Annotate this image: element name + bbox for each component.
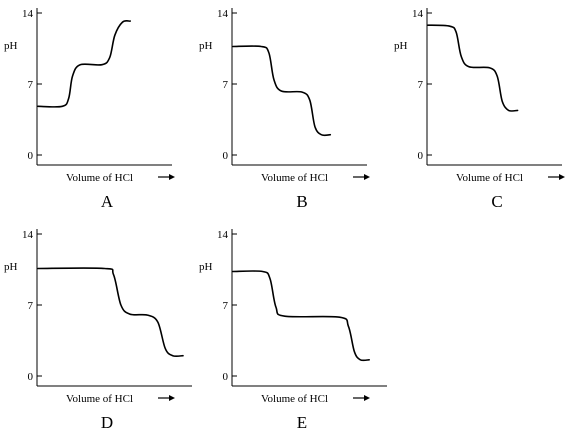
y-tick-label-d-0: 0 — [28, 371, 34, 383]
titration-curve-b — [232, 45, 332, 137]
panel-letter-a: A — [101, 192, 114, 211]
panel-letter-c: C — [491, 192, 502, 211]
y-axis-label-e: pH — [199, 261, 213, 273]
panel-letter-e: E — [297, 413, 307, 432]
y-tick-label-d-14: 14 — [22, 229, 34, 241]
x-axis-label-a: Volume of HCl — [66, 172, 133, 184]
y-axis-label-c: pH — [394, 40, 408, 52]
panel-letter-b: B — [296, 192, 307, 211]
y-tick-label-b-0: 0 — [223, 150, 229, 162]
y-axis-label-a: pH — [4, 40, 18, 52]
x-axis-label-d: Volume of HCl — [66, 393, 133, 405]
x-axis-label-e: Volume of HCl — [261, 393, 328, 405]
x-axis-label-b: Volume of HCl — [261, 172, 328, 184]
x-axis-arrow-icon-c — [548, 174, 565, 180]
x-axis-arrow-icon-d — [158, 395, 175, 401]
y-tick-label-a-0: 0 — [28, 150, 34, 162]
titration-curve-a — [37, 20, 131, 108]
x-axis-arrow-icon-e — [353, 395, 370, 401]
y-tick-label-c-7: 7 — [418, 79, 424, 91]
chart-panel-c: 0 7 14 pH Volume of HCl C — [394, 8, 565, 211]
panel-letter-d: D — [101, 413, 113, 432]
y-tick-label-b-14: 14 — [217, 8, 229, 20]
titration-curve-e — [232, 270, 370, 362]
y-tick-label-e-7: 7 — [223, 300, 229, 312]
y-tick-label-a-14: 14 — [22, 8, 34, 20]
titration-curve-c — [427, 24, 519, 112]
y-axis-label-d: pH — [4, 261, 18, 273]
titration-curve-d — [37, 267, 184, 358]
y-tick-label-e-14: 14 — [217, 229, 229, 241]
y-tick-label-c-14: 14 — [412, 8, 424, 20]
chart-panel-d: 0 7 14 pH Volume of HCl D — [4, 229, 192, 432]
x-axis-label-c: Volume of HCl — [456, 172, 523, 184]
y-axis-label-b: pH — [199, 40, 213, 52]
y-tick-label-c-0: 0 — [418, 150, 424, 162]
chart-panel-b: 0 7 14 pH Volume of HCl B — [199, 8, 370, 211]
y-tick-label-e-0: 0 — [223, 371, 229, 383]
x-axis-arrow-icon-b — [353, 174, 370, 180]
x-axis-arrow-icon-a — [158, 174, 175, 180]
chart-panel-e: 0 7 14 pH Volume of HCl E — [199, 229, 387, 432]
y-tick-label-b-7: 7 — [223, 79, 229, 91]
chart-panel-a: 0 7 14 pH Volume of HCl A — [4, 8, 175, 211]
y-tick-label-d-7: 7 — [28, 300, 34, 312]
y-tick-label-a-7: 7 — [28, 79, 34, 91]
